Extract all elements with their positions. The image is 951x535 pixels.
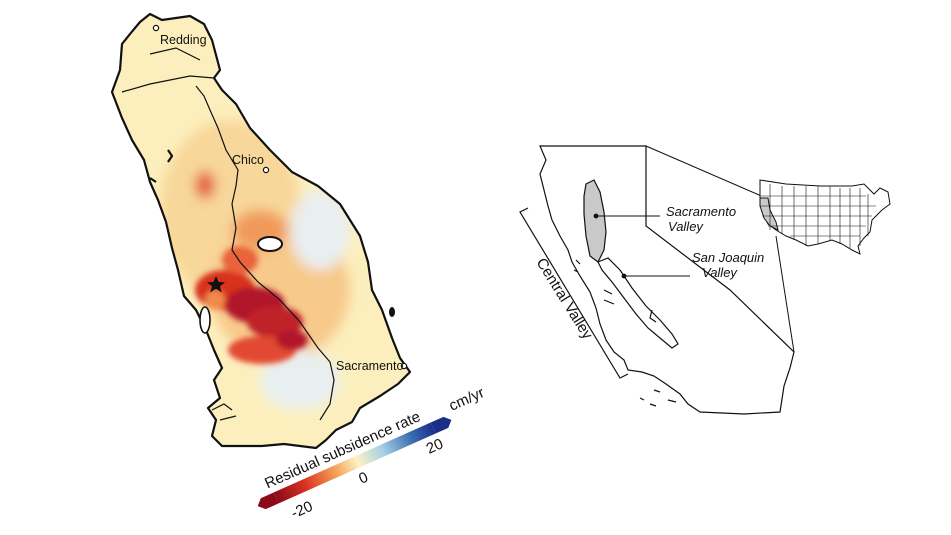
central-valley-boundary (110, 12, 412, 450)
channel-islands (639, 389, 677, 407)
delta-islands (211, 403, 237, 421)
central-valley-label: Central Valley (533, 255, 597, 343)
location-inset: Sacramento Valley San Joaquin Valley Cen… (519, 145, 891, 415)
us-outline (759, 179, 891, 255)
coast-detail (603, 289, 615, 305)
city-label-sacramento: Sacramento (336, 359, 403, 373)
lake-shape (199, 306, 211, 334)
lake-shape (149, 177, 157, 183)
california-outline (539, 145, 795, 415)
lake-shape (167, 149, 174, 163)
san-joaquin-valley-shape (597, 257, 679, 349)
lake-shape (389, 307, 395, 317)
colorbar-max-arrow (430, 416, 452, 434)
city-label-redding: Redding (160, 33, 207, 47)
bay-detail (573, 259, 581, 273)
central-valley-bracket (519, 207, 629, 379)
lake-detail (649, 309, 657, 323)
san-joaquin-valley-label: San Joaquin Valley (692, 250, 768, 280)
sacramento-valley-shape (583, 179, 607, 263)
colorbar-ramp (273, 422, 436, 504)
us-state-lines (760, 184, 876, 248)
us-map (759, 179, 891, 255)
sacramento-valley-label: Sacramento Valley (666, 204, 740, 234)
colorbar-tick-max: 20 (424, 435, 446, 457)
star-icon (207, 276, 225, 293)
colorbar-tick-mid: 0 (356, 469, 371, 488)
colorbar-tick-min: -20 (289, 498, 316, 522)
inset-connector-line (645, 145, 767, 199)
city-marker-redding (152, 24, 160, 32)
river-line-2 (149, 47, 201, 61)
lake-shape (257, 236, 283, 252)
subsidence-raster (112, 14, 410, 448)
subsidence-hotspots (195, 246, 308, 364)
colorbar-min-arrow (257, 492, 279, 510)
city-marker-chico (262, 166, 270, 174)
city-marker-sacramento (400, 362, 408, 370)
inset-connector-line (775, 235, 795, 353)
colorbar-unit: cm/yr (447, 384, 487, 414)
river-line (121, 75, 335, 421)
subsidence-map: Redding Chico Sacramento (110, 12, 412, 450)
city-label-chico: Chico (232, 153, 264, 167)
